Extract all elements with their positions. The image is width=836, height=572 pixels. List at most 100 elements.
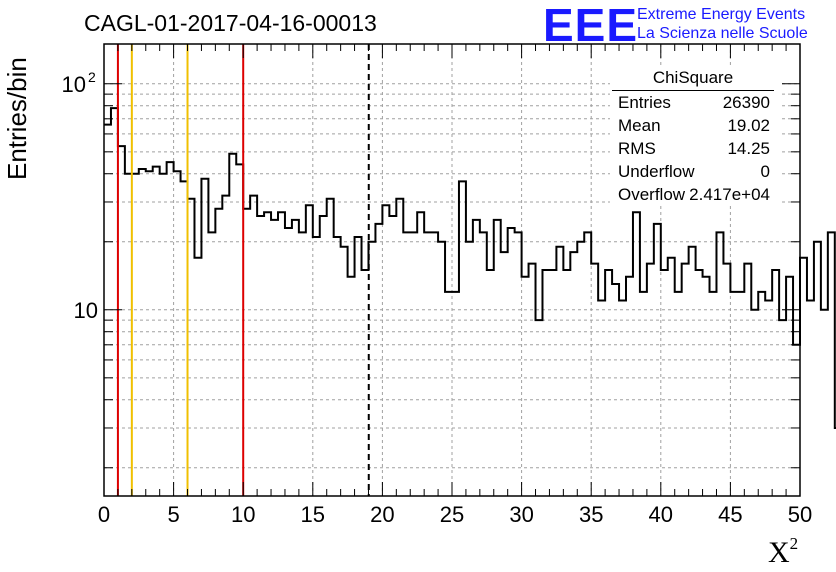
histogram-bin [598, 300, 605, 302]
histogram-bin [132, 174, 139, 176]
histogram-bin [577, 242, 584, 244]
histogram-bin [508, 228, 515, 230]
histogram-bin [452, 292, 459, 294]
x-tick-label: 50 [788, 502, 812, 527]
histogram-bin [438, 242, 445, 244]
histogram-bin [389, 216, 396, 218]
histogram-bin [362, 270, 369, 272]
histogram-bin [271, 220, 278, 222]
histogram-bin [264, 212, 271, 214]
y-tick-exponent: 2 [88, 69, 96, 85]
histogram-bin [341, 247, 348, 249]
histogram-bin [619, 300, 626, 302]
histogram-bin [737, 292, 744, 294]
histogram-bin [786, 277, 793, 279]
stats-label: Entries [618, 93, 671, 112]
histogram-bin [320, 216, 327, 218]
histogram-bin [229, 154, 236, 156]
histogram-bin [480, 232, 487, 234]
histogram-bin [236, 164, 243, 166]
histogram-bin [111, 108, 118, 110]
histogram-bin [424, 232, 431, 234]
stats-value: 2.417e+04 [689, 185, 770, 204]
x-tick-label: 45 [718, 502, 742, 527]
histogram-bin [570, 252, 577, 254]
histogram-bin [153, 167, 160, 169]
x-tick-label: 10 [231, 502, 255, 527]
histogram-bin [591, 264, 598, 266]
histogram-bin [814, 242, 821, 244]
histogram-bin [612, 284, 619, 286]
x-tick-label: 15 [301, 502, 325, 527]
histogram-bin [208, 232, 215, 234]
reference-lines [116, 44, 370, 496]
stats-value: 19.02 [727, 116, 770, 135]
histogram-bin [431, 232, 438, 234]
x-tick-label: 25 [440, 502, 464, 527]
histogram-bin [758, 292, 765, 294]
grid-lines [104, 44, 800, 496]
histogram-bin [278, 212, 285, 214]
histogram-bin [299, 232, 306, 234]
histogram-bin [703, 277, 710, 279]
histogram-bin [181, 181, 188, 183]
eee-logo: EEE [543, 0, 639, 51]
stats-value: 26390 [722, 93, 770, 112]
histogram-bin [243, 209, 250, 211]
stats-row: Overflow 2.417e+04 [610, 183, 780, 206]
histogram-bin [445, 292, 452, 294]
stats-label: Overflow [618, 185, 686, 204]
histogram-bin [188, 199, 195, 201]
histogram-bin [696, 270, 703, 272]
histogram-bin [668, 258, 675, 260]
histogram-bin [403, 232, 410, 234]
histogram-bin [160, 174, 167, 176]
histogram-bin [542, 270, 549, 272]
histogram-bin [654, 224, 661, 226]
histogram-bin [501, 252, 508, 254]
histogram-bin [682, 264, 689, 266]
histogram-bin [459, 181, 466, 183]
histogram-bin [410, 232, 417, 234]
histogram-bin [765, 300, 772, 302]
histogram-bin [556, 247, 563, 249]
histogram-bin [125, 174, 132, 176]
histogram-bin [536, 320, 543, 322]
histogram-bin [396, 199, 403, 201]
histogram-bin [522, 277, 529, 279]
histogram-bin [104, 125, 111, 127]
histogram-bin [710, 292, 717, 294]
stats-value: 14.25 [727, 139, 770, 158]
logo-line-1: Extreme Energy Events [637, 6, 806, 23]
x-tick-label: 30 [509, 502, 533, 527]
stats-value: 0 [760, 162, 770, 181]
histogram-bin [348, 277, 355, 279]
x-tick-label: 35 [579, 502, 603, 527]
histogram-bin [382, 205, 389, 207]
histogram-bin [313, 237, 320, 239]
histogram-bin [494, 220, 501, 222]
histogram-bin [375, 224, 382, 226]
histogram-bin [334, 237, 341, 239]
stats-label: Mean [618, 116, 661, 135]
histogram-bin [549, 270, 556, 272]
histogram-bin [605, 270, 612, 272]
x-axis-label: X2 [768, 534, 799, 569]
histogram-bin [716, 232, 723, 234]
histogram-bin [417, 212, 424, 214]
y-axis-label: Entries/bin [2, 57, 32, 180]
histogram-bin [779, 320, 786, 322]
x-tick-label: 5 [167, 502, 179, 527]
histogram-bin [146, 171, 153, 173]
histogram-bin [118, 146, 125, 148]
histogram-bin [633, 212, 640, 214]
histogram-bin [250, 196, 257, 198]
histogram-bin [730, 292, 737, 294]
stats-row: Underflow 0 [610, 160, 780, 183]
stats-label: Underflow [618, 162, 695, 181]
histogram-bin [800, 258, 807, 260]
axes [103, 43, 801, 497]
histogram-bin [355, 237, 362, 239]
